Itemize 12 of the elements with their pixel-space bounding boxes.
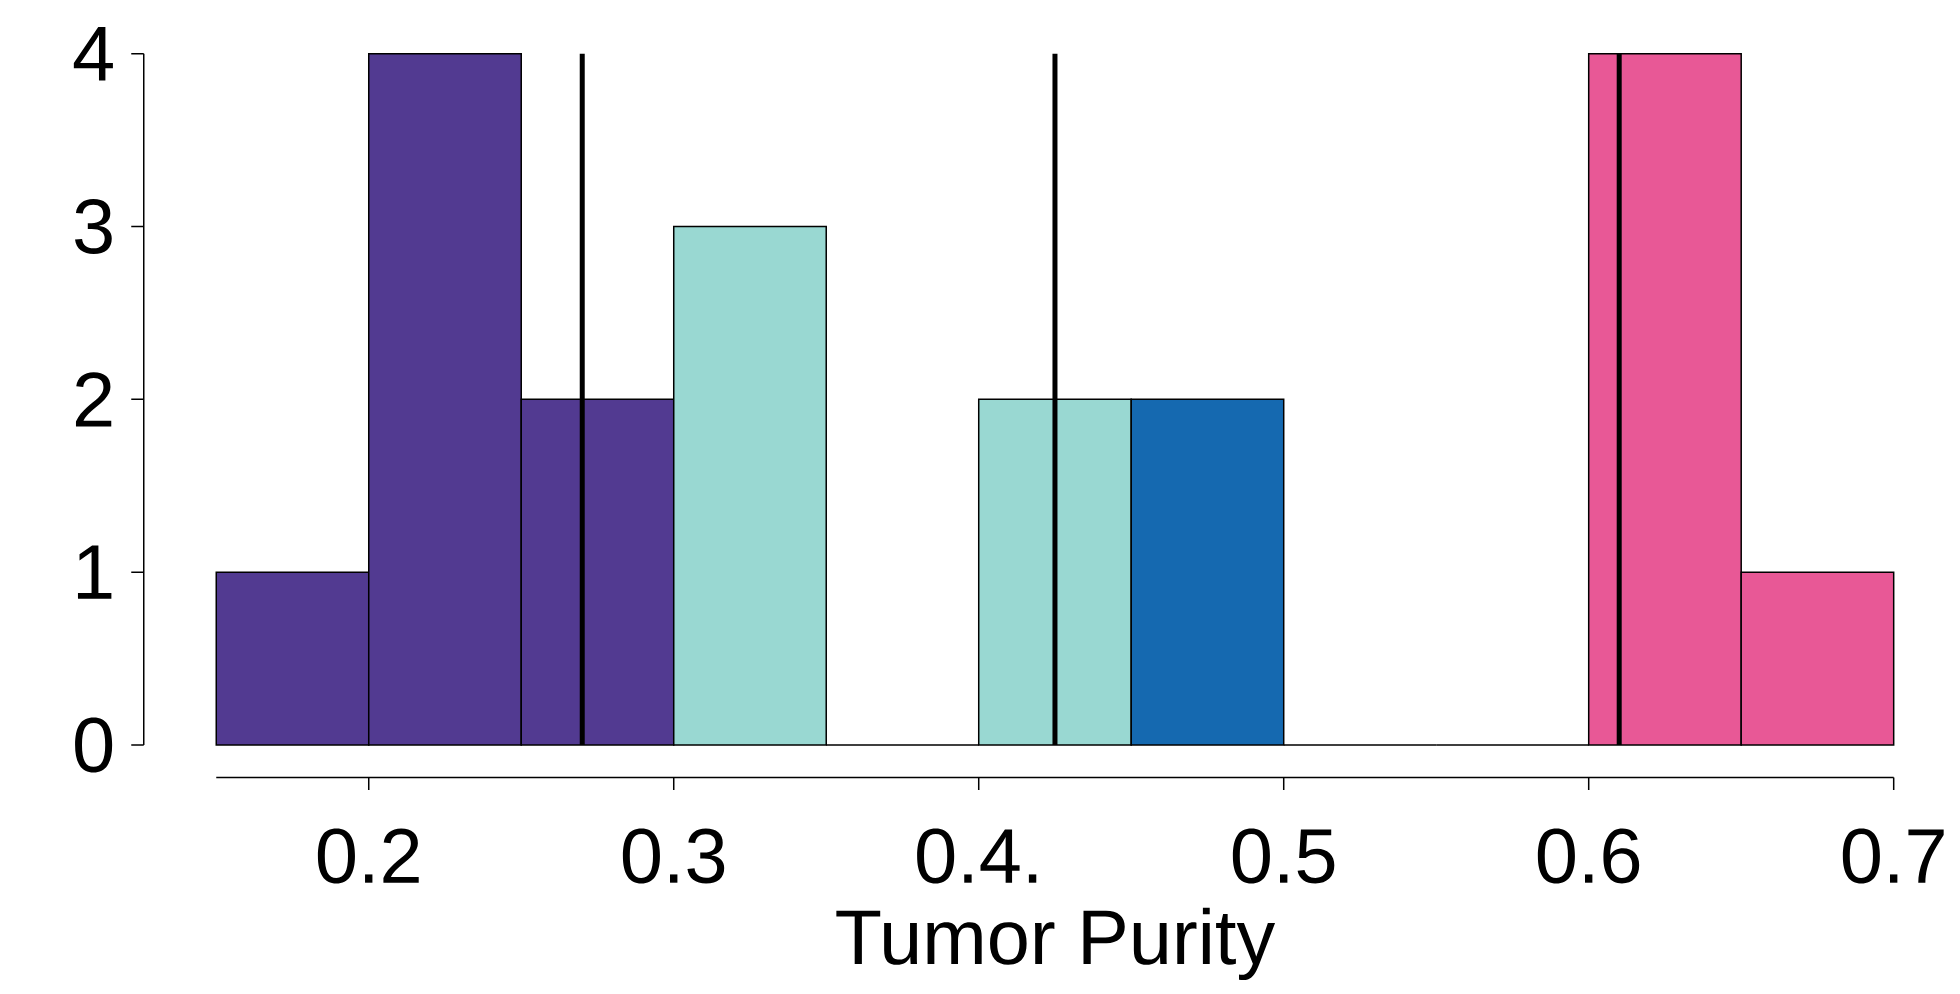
y-tick-label: 3 [75, 199, 112, 255]
x-axis-title: Tumor Purity [836, 907, 1276, 981]
x-tick-label: 0.7 [1842, 828, 1944, 884]
y-tick-label: 2 [75, 372, 112, 427]
y-tick-label: 1 [77, 545, 112, 599]
x-tick-label: 0.4. [917, 828, 1037, 884]
x-tick-label: 0.2 [317, 828, 419, 884]
x-tick-label: 0.3 [622, 828, 725, 884]
y-tick-label: 4 [73, 27, 113, 81]
x-tick-label: 0.5 [1232, 828, 1335, 884]
x-tick-label: 0.6 [1537, 828, 1640, 884]
y-tick-label: 0 [75, 717, 113, 773]
